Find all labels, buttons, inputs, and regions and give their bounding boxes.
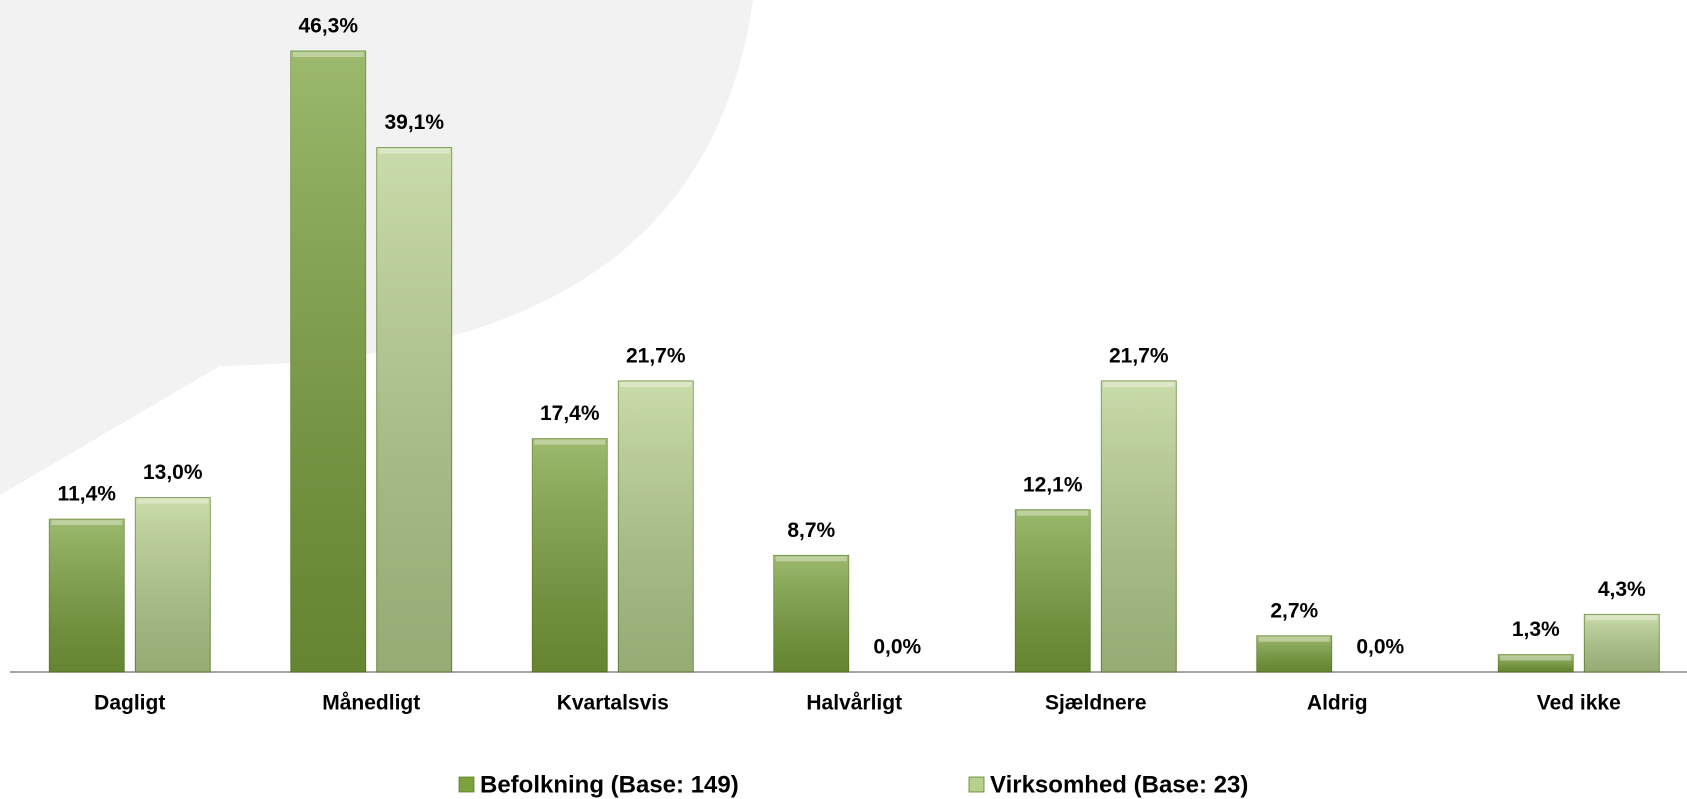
bar-bevel: [775, 556, 847, 562]
x-tick-label: Månedligt: [322, 692, 420, 715]
bar-bevel: [378, 148, 450, 154]
bar-bevel: [137, 498, 209, 504]
value-label: 1,3%: [1512, 618, 1560, 641]
bar-shade: [290, 51, 366, 672]
bar-bevel: [292, 52, 364, 57]
value-label: 46,3%: [298, 15, 358, 38]
bar-bevel: [1017, 510, 1089, 516]
x-tick-label: Ved ikke: [1537, 692, 1621, 715]
x-tick-label: Halvårligt: [806, 692, 902, 715]
value-label: 0,0%: [873, 636, 921, 659]
bar-shade: [1256, 635, 1332, 672]
bar-shade: [773, 555, 849, 672]
value-label: 21,7%: [626, 344, 686, 367]
value-label: 2,7%: [1270, 599, 1318, 622]
bar-shade: [1584, 614, 1660, 672]
bar-shade: [532, 438, 608, 672]
legend-swatch: [458, 776, 475, 793]
x-tick-label: Aldrig: [1307, 692, 1368, 715]
bar-bevel: [620, 381, 692, 387]
bar-bevel: [534, 439, 606, 445]
bar-bevel: [51, 520, 123, 526]
bar-bevel: [1103, 381, 1175, 387]
value-label: 17,4%: [540, 402, 600, 425]
value-label: 21,7%: [1109, 344, 1169, 367]
value-label: 13,0%: [143, 461, 203, 484]
legend-swatch: [968, 776, 985, 793]
bar-shade: [376, 147, 452, 672]
bar-bevel: [1258, 636, 1330, 642]
bar-shade: [49, 519, 125, 672]
value-label: 0,0%: [1356, 636, 1404, 659]
value-label: 11,4%: [58, 483, 117, 506]
bar-shade: [1101, 380, 1177, 672]
bar-bevel: [1500, 655, 1572, 661]
bar-shade: [618, 380, 694, 672]
value-label: 12,1%: [1023, 473, 1083, 496]
x-tick-label: Sjældnere: [1045, 692, 1147, 715]
bar-shade: [135, 497, 211, 672]
x-tick-label: Dagligt: [94, 692, 165, 715]
bar-shade: [1498, 654, 1574, 672]
x-tick-label: Kvartalsvis: [557, 692, 669, 715]
value-label: 8,7%: [787, 519, 835, 542]
bar-shade: [1015, 509, 1091, 672]
bar-bevel: [1586, 615, 1658, 621]
value-label: 4,3%: [1598, 578, 1646, 601]
legend-label: Befolkning (Base: 149): [480, 771, 739, 798]
value-label: 39,1%: [384, 111, 444, 134]
legend-label: Virksomhed (Base: 23): [990, 771, 1248, 798]
